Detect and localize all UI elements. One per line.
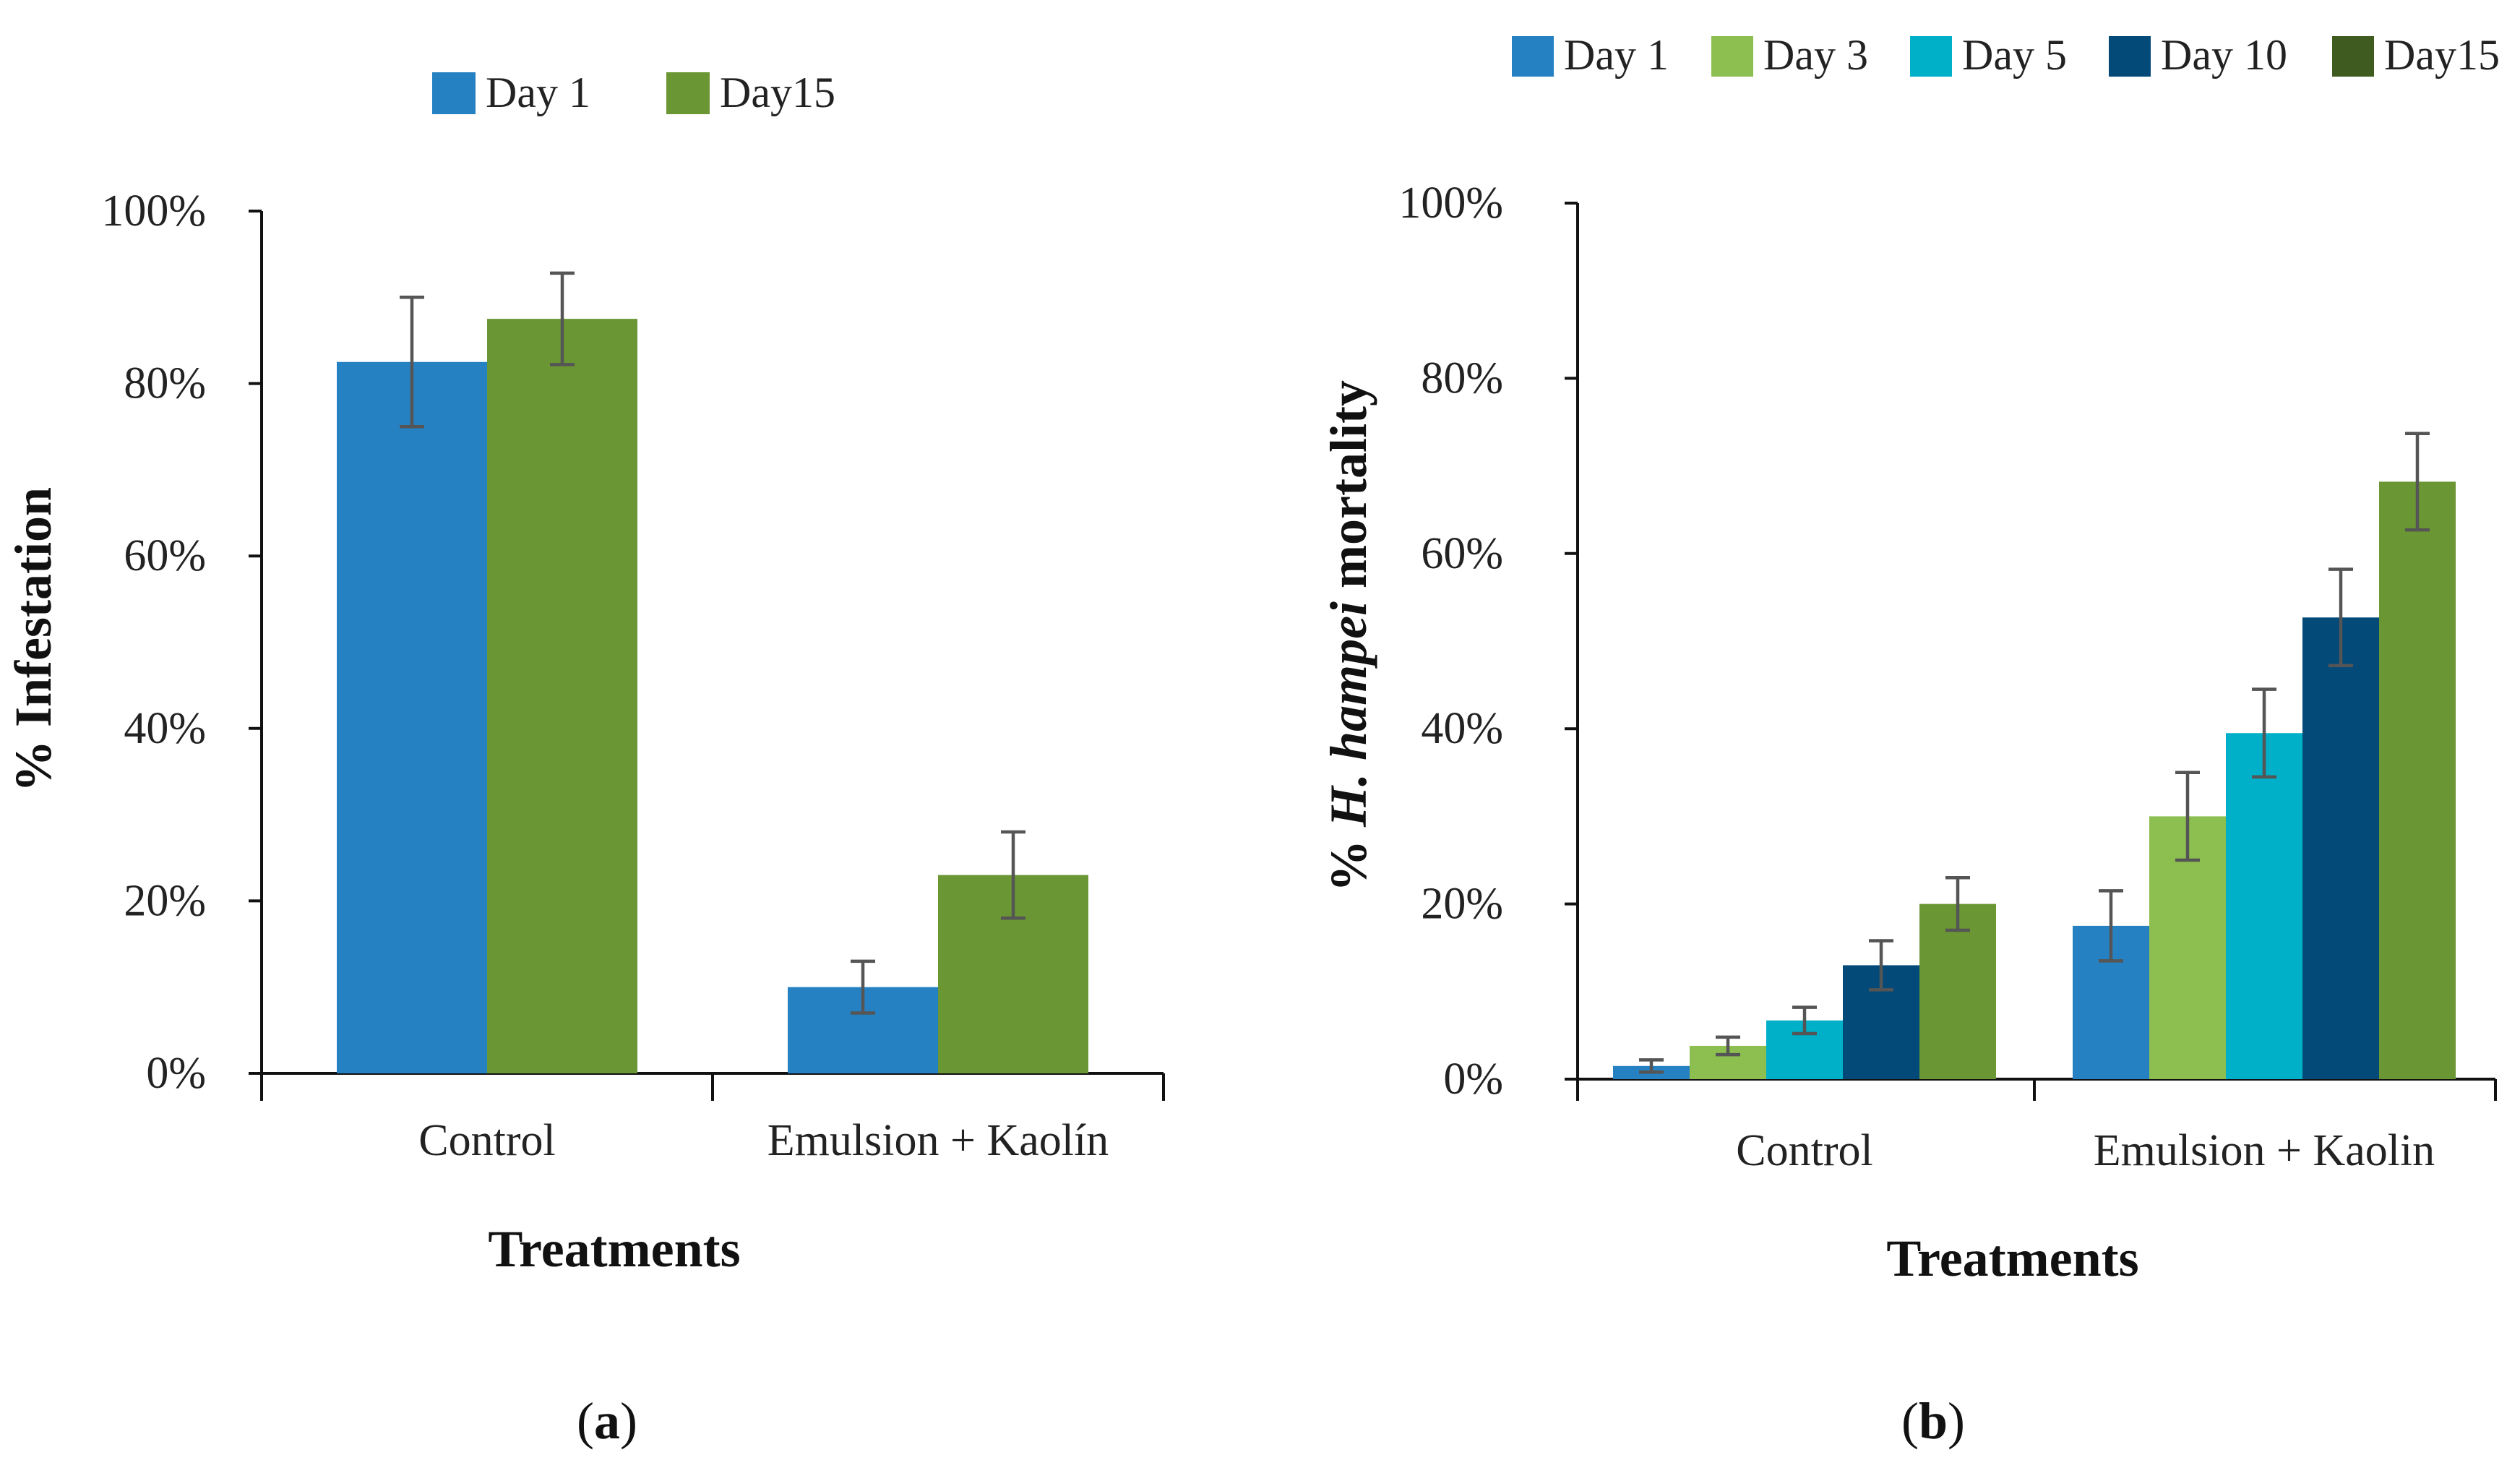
y-tick-label: 100% [1398, 179, 1503, 228]
x-category-label: Emulsion + Kaolin [2094, 1126, 2435, 1175]
bar [2379, 481, 2456, 1079]
legend-swatch [1910, 36, 1952, 77]
legend-label: Day 1 [486, 69, 590, 116]
bars-a [337, 271, 1088, 1073]
legend-swatch [432, 72, 476, 114]
y-tick-label: 60% [1421, 529, 1503, 578]
y-tick-labels-a: 0% 20% 40% 60% 80% 100% [101, 186, 206, 1098]
bar [2302, 617, 2379, 1079]
y-tick-label: 40% [1421, 704, 1503, 753]
panel-label-b: (b) [1901, 1392, 1965, 1450]
panel-label-a: (a) [577, 1392, 637, 1450]
legend-swatch [2332, 36, 2374, 77]
legend-label: Day15 [720, 69, 835, 116]
y-tick-label: 40% [124, 704, 206, 753]
y-axis-title-b-suffix: mortality [1320, 380, 1377, 601]
legend-swatch [2109, 36, 2151, 77]
y-tick-label: 80% [124, 359, 206, 408]
bar [337, 361, 487, 1073]
chart-panel-a: Day 1 Day15 0% 20% 40% 60% 80% 100% Control Emu… [4, 69, 1165, 1450]
y-tick-label: 20% [1421, 880, 1503, 929]
x-category-label: Control [418, 1116, 555, 1165]
y-axis-title-b: % H. hampei mortality [1320, 380, 1377, 892]
legend-swatch [1711, 36, 1753, 77]
legend-a: Day 1 Day15 [432, 69, 835, 116]
bar [1919, 903, 1996, 1079]
legend-label: Day 5 [1962, 31, 2067, 79]
legend-label: Day 10 [2161, 31, 2287, 79]
x-category-label: Control [1736, 1126, 1872, 1175]
bar [487, 319, 637, 1073]
y-tick-labels-b: 0% 20% 40% 60% 80% 100% [1398, 179, 1503, 1104]
bars-b [1613, 432, 2456, 1079]
legend-label: Day15 [2384, 31, 2500, 79]
x-category-labels-b: Control Emulsion + Kaolin [1736, 1126, 2435, 1175]
x-category-label: Emulsion + Kaolín [767, 1116, 1109, 1165]
y-axis-title-a: % Infestation [4, 487, 62, 792]
y-axis-title-b-prefix: % [1320, 827, 1377, 892]
y-tick-label: 100% [101, 186, 206, 236]
legend-swatch [1512, 36, 1554, 77]
legend-label: Day 3 [1763, 31, 1868, 79]
panel-label-a-letter: a [594, 1392, 620, 1450]
bar [2226, 733, 2302, 1079]
chart-panel-b: Day 1 Day 3 Day 5 Day 10 Day15 0% 20% 40% 60% 80… [1320, 31, 2500, 1450]
y-tick-label: 80% [1421, 353, 1503, 403]
legend-swatch [666, 72, 710, 114]
x-category-labels-a: Control Emulsion + Kaolín [418, 1116, 1109, 1165]
y-tick-label: 0% [146, 1049, 206, 1098]
y-tick-label: 20% [124, 876, 206, 925]
x-axis-title-a: Treatments [488, 1220, 740, 1278]
x-axis-title-b: Treatments [1886, 1229, 2138, 1287]
y-tick-label: 60% [124, 531, 206, 580]
y-tick-label: 0% [1443, 1055, 1503, 1104]
panel-label-b-letter: b [1919, 1392, 1948, 1450]
legend-b: Day 1 Day 3 Day 5 Day 10 Day15 [1512, 31, 2500, 79]
y-axis-title-b-species: H. hampei [1320, 601, 1377, 828]
legend-label: Day 1 [1564, 31, 1669, 79]
